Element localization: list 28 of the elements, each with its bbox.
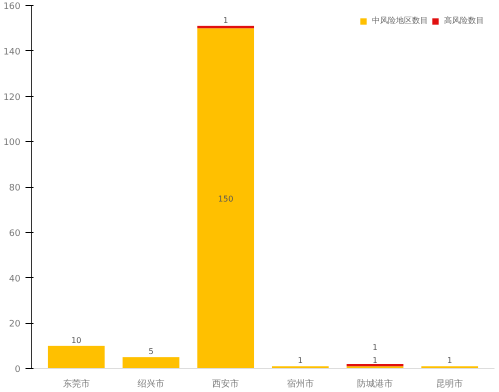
legend-label: 中风险地区数目: [372, 15, 428, 26]
y-tick-label: 100: [3, 138, 21, 148]
bar: [48, 346, 105, 368]
y-tick-label: 80: [9, 184, 21, 194]
legend-label: 高风险数目: [444, 15, 484, 26]
x-tick-label: 绍兴市: [137, 378, 164, 390]
data-label: 1: [223, 16, 228, 25]
x-tick-label: 防城港市: [357, 378, 394, 390]
y-tick-label: 40: [9, 274, 21, 284]
data-label: 1: [372, 356, 378, 366]
data-label: 1: [372, 342, 378, 352]
x-tick-label: 宿州市: [286, 378, 314, 390]
data-label: 1: [298, 356, 303, 366]
data-label: 150: [218, 194, 234, 204]
y-tick-label: 120: [3, 92, 21, 103]
bar: [122, 357, 180, 368]
y-tick-label: 60: [9, 228, 21, 239]
y-tick-label: 20: [9, 320, 21, 330]
y-tick-label: 140: [3, 47, 21, 58]
y-tick-label: 160: [3, 2, 21, 12]
x-tick-label: 西安市: [212, 378, 240, 390]
y-tick-label: 0: [14, 365, 21, 375]
data-label: 1: [447, 356, 452, 366]
x-tick-label: 东莞市: [62, 378, 90, 390]
x-tick-label: 昆明市: [436, 378, 464, 390]
bar: [197, 28, 254, 368]
data-label: 10: [71, 336, 82, 345]
data-label: 5: [148, 347, 154, 356]
